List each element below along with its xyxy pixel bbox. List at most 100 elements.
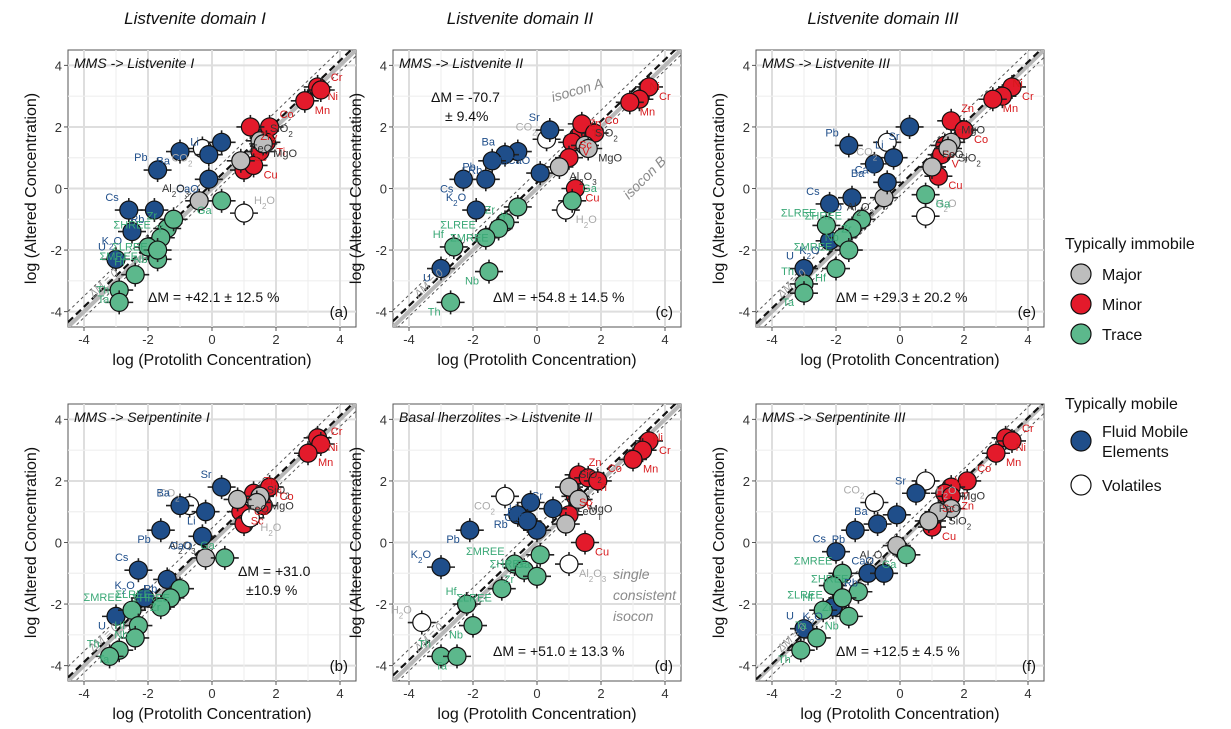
data-point xyxy=(839,135,859,156)
point-label: Sc xyxy=(579,140,592,152)
point-label: CaO xyxy=(855,164,878,176)
single-isocon-label: single xyxy=(613,566,650,582)
data-point xyxy=(588,471,608,491)
point-label: Ni xyxy=(1016,442,1026,454)
y-tick-label: 2 xyxy=(743,474,750,489)
point-label: SiO2 xyxy=(270,123,293,139)
panel-f: ΔM = 0NiCrMnCoTiVZnScCuMgOSiO2FeOAl2O3CO… xyxy=(711,403,1045,723)
legend-volatile-swatch xyxy=(1070,474,1092,496)
data-point xyxy=(915,206,936,226)
x-tick-label: 2 xyxy=(597,332,604,347)
point-label: Sr xyxy=(532,491,543,503)
point-label: Rb xyxy=(828,202,842,214)
x-tick-label: 4 xyxy=(336,332,343,347)
x-tick-label: 0 xyxy=(208,332,215,347)
point-label: SiO2 xyxy=(948,516,971,532)
point-label: Mn xyxy=(643,463,658,475)
point-label: FeOT xyxy=(251,143,277,159)
data-point xyxy=(151,597,171,617)
x-tick-label: -4 xyxy=(78,332,90,347)
data-point xyxy=(148,240,168,260)
point-label: Zn xyxy=(961,103,974,115)
data-point xyxy=(874,188,894,208)
data-point xyxy=(412,612,432,633)
data-point xyxy=(915,185,936,205)
point-label: FeOT xyxy=(576,506,602,522)
data-point xyxy=(919,511,939,531)
point-label: ΣMREE xyxy=(794,242,833,254)
data-point xyxy=(899,117,920,137)
point-label: ΣMREE xyxy=(466,546,505,558)
point-label: CO2 xyxy=(171,152,193,168)
data-point xyxy=(508,197,528,217)
single-isocon-label: isocon xyxy=(613,608,654,624)
point-label: ΣMREE xyxy=(99,251,138,263)
data-point xyxy=(794,283,814,303)
point-label: CO2 xyxy=(516,121,538,137)
data-point xyxy=(791,640,811,660)
data-point xyxy=(530,545,550,565)
x-tick-label: 2 xyxy=(597,686,604,701)
point-label: Ba xyxy=(157,156,171,168)
single-isocon-label: consistent xyxy=(613,587,677,603)
point-label: V xyxy=(585,500,593,512)
point-label: Mn xyxy=(1003,103,1018,115)
y-axis-label: log (Altered Concentration) xyxy=(23,447,40,638)
point-label: Nb xyxy=(825,620,839,632)
data-point xyxy=(839,606,859,626)
data-point xyxy=(479,262,499,282)
point-label: H2O xyxy=(936,198,957,214)
y-tick-label: -4 xyxy=(50,659,62,674)
point-label: K2O xyxy=(802,611,823,627)
point-label: U xyxy=(786,251,794,263)
point-label: Nb xyxy=(825,232,839,244)
x-tick-label: 4 xyxy=(336,686,343,701)
x-tick-label: -4 xyxy=(403,686,415,701)
point-label: ΣHREE xyxy=(133,593,170,605)
delta-m-label: ΔM = +51.0 ± 13.3 % xyxy=(493,643,624,659)
y-axis-label: log (Altered Concentration) xyxy=(711,93,728,284)
point-label: Nb xyxy=(114,630,128,642)
y-tick-label: 2 xyxy=(55,474,62,489)
point-label: Li xyxy=(190,137,199,149)
data-point xyxy=(231,151,251,171)
point-label: FeO xyxy=(939,503,961,515)
point-label: ΣHREE xyxy=(113,220,150,232)
point-label: K2O xyxy=(446,192,467,208)
data-point xyxy=(922,157,942,177)
data-point xyxy=(549,157,570,177)
point-label: Rb xyxy=(844,577,858,589)
point-label: Sc xyxy=(942,503,955,515)
legend-volatile-label: Volatiles xyxy=(1102,478,1162,495)
x-tick-label: -4 xyxy=(78,686,90,701)
data-point xyxy=(813,600,833,620)
point-label: U xyxy=(423,273,431,285)
point-label: K2O xyxy=(799,245,820,260)
point-label: Co xyxy=(974,134,988,146)
data-point xyxy=(295,91,315,111)
x-tick-label: 4 xyxy=(661,686,668,701)
point-label: Co xyxy=(605,115,619,127)
point-label: Ta xyxy=(435,660,448,672)
x-axis-label: log (Protolith Concentration) xyxy=(437,706,636,723)
point-label: K2O xyxy=(411,549,432,565)
y-axis-label: log (Altered Concentration) xyxy=(23,93,40,284)
data-point xyxy=(826,542,846,562)
data-point xyxy=(135,588,155,608)
data-point xyxy=(460,520,480,540)
point-label: V xyxy=(270,134,278,146)
y-tick-label: 4 xyxy=(743,412,750,427)
x-tick-label: -4 xyxy=(766,332,778,347)
data-point xyxy=(839,240,859,260)
data-point xyxy=(562,191,582,211)
plot-area xyxy=(68,50,356,327)
data-point xyxy=(164,209,184,229)
plot-area xyxy=(756,50,1044,327)
point-label: CO2 xyxy=(474,500,496,516)
point-label: Ti xyxy=(276,146,285,158)
panel-letter: (a) xyxy=(330,304,348,321)
point-label: Rb xyxy=(494,519,508,531)
y-tick-label: 0 xyxy=(743,182,750,197)
data-point xyxy=(845,520,865,540)
